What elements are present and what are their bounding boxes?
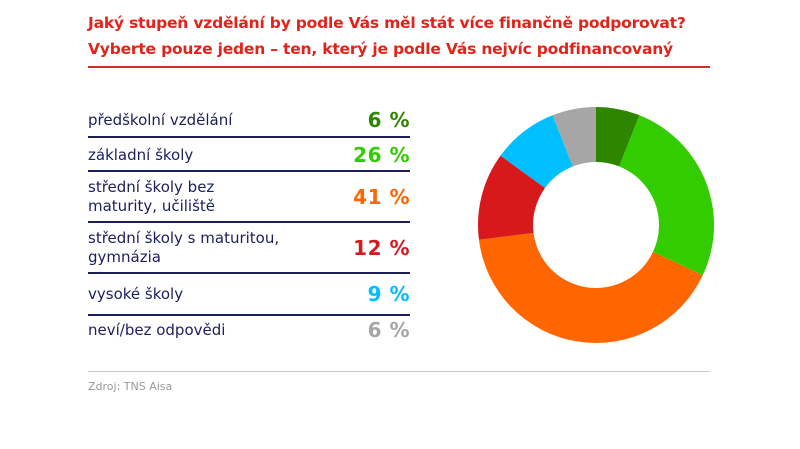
donut-slice-4 [477,155,546,240]
data-label: 41 % [353,185,410,209]
legend-label: neví/bez odpovědi [88,320,226,339]
donut-slice-2 [619,115,715,276]
data-label: 26 % [353,143,410,167]
title-divider [88,66,710,68]
legend-row-primary: základní školy 26 % [88,141,410,169]
row-divider [88,314,410,316]
row-divider [88,221,410,223]
data-label: 6 % [367,108,410,132]
title-line-2: Vyberte pouze jeden – ten, který je podl… [88,40,673,58]
data-label: 12 % [353,236,410,260]
legend-row-dont-know: neví/bez odpovědi 6 % [88,316,410,344]
legend-row-university: vysoké školy 9 % [88,280,410,308]
legend-label: předškolní vzdělání [88,110,233,129]
legend-row-vocational: střední školy bez maturity, učiliště 41 … [88,176,410,218]
legend-label: střední školy s maturitou, gymnázia [88,229,280,266]
row-divider [88,272,410,274]
donut-slice-3 [478,232,703,344]
data-label: 9 % [367,282,410,306]
footer-divider [88,371,710,372]
row-divider [88,170,410,172]
donut-slice-6 [552,107,596,167]
source-note: Zdroj: TNS Aisa [88,380,173,393]
legend-row-secondary: střední školy s maturitou, gymnázia 12 % [88,227,410,269]
donut-slice-5 [500,115,573,188]
title-line-1: Jaký stupeň vzdělání by podle Vás měl st… [88,14,686,32]
legend-label: základní školy [88,145,194,164]
legend-row-preschool: předškolní vzdělání 6 % [88,106,410,134]
chart-title: Jaký stupeň vzdělání by podle Vás měl st… [88,10,728,62]
row-divider [88,136,410,138]
legend-label: vysoké školy [88,284,184,303]
data-label: 6 % [367,318,410,342]
legend-label: střední školy bez maturity, učiliště [88,178,216,215]
donut-slice-1 [596,107,640,167]
